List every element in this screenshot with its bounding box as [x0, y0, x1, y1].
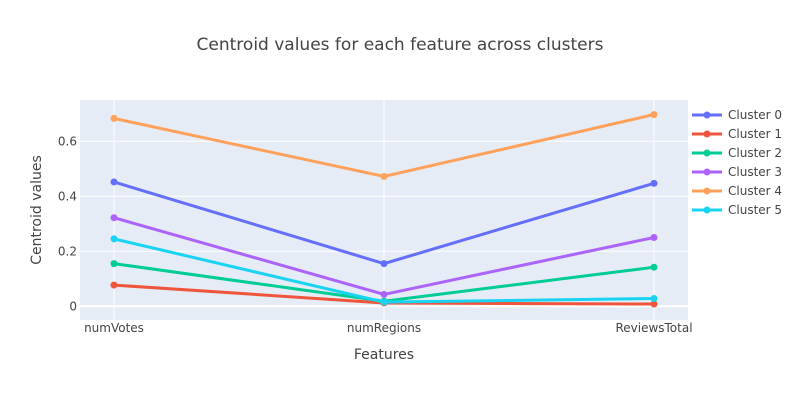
legend-marker-swatch — [703, 111, 711, 119]
x-tick-label: ReviewsTotal — [615, 321, 692, 335]
legend-marker-swatch — [703, 130, 711, 138]
data-point[interactable] — [650, 111, 658, 119]
data-point[interactable] — [110, 114, 118, 122]
data-point[interactable] — [110, 235, 118, 243]
tick-labels: numVotes numRegions ReviewsTotal 0 0.2 0.4 0.6 — [58, 134, 693, 335]
data-point[interactable] — [380, 298, 388, 306]
legend-item[interactable]: Cluster 4 — [692, 184, 782, 198]
x-axis-title: Features — [354, 347, 414, 363]
data-point[interactable] — [110, 214, 118, 222]
chart-title: Centroid values for each feature across … — [197, 35, 604, 55]
legend-marker-swatch — [703, 149, 711, 157]
y-tick-label: 0.6 — [58, 134, 77, 148]
series-layer — [110, 111, 658, 308]
data-point[interactable] — [650, 179, 658, 187]
series-0 — [110, 178, 658, 268]
legend-label: Cluster 2 — [728, 146, 782, 160]
legend-marker-swatch — [703, 206, 711, 214]
data-point[interactable] — [650, 234, 658, 241]
y-tick-label: 0.2 — [58, 244, 77, 258]
legend-item[interactable]: Cluster 0 — [692, 108, 782, 122]
legend[interactable]: Cluster 0 Cluster 1 Cluster 2 Cluster 3 Clus… — [692, 108, 782, 217]
data-point[interactable] — [110, 178, 118, 186]
legend-label: Cluster 3 — [728, 165, 782, 179]
legend-item[interactable]: Cluster 2 — [692, 146, 782, 160]
legend-marker-swatch — [703, 187, 711, 195]
data-point[interactable] — [650, 263, 658, 271]
data-point[interactable] — [110, 281, 118, 289]
data-point[interactable] — [380, 290, 388, 298]
legend-label: Cluster 0 — [728, 108, 782, 122]
series-4 — [110, 111, 658, 180]
data-point[interactable] — [110, 260, 118, 268]
data-point[interactable] — [650, 300, 658, 308]
legend-item[interactable]: Cluster 1 — [692, 127, 782, 141]
legend-label: Cluster 1 — [728, 127, 782, 141]
legend-label: Cluster 5 — [728, 203, 782, 217]
y-tick-label: 0 — [69, 299, 77, 313]
data-point[interactable] — [380, 172, 388, 180]
y-tick-label: 0.4 — [58, 189, 77, 203]
legend-item[interactable]: Cluster 3 — [692, 165, 782, 179]
data-point[interactable] — [380, 260, 388, 268]
series-5 — [110, 235, 658, 306]
x-tick-label: numVotes — [84, 321, 144, 335]
x-tick-label: numRegions — [347, 321, 421, 335]
series-3 — [110, 214, 658, 298]
legend-marker-swatch — [703, 168, 711, 176]
legend-label: Cluster 4 — [728, 184, 782, 198]
legend-item[interactable]: Cluster 5 — [692, 203, 782, 217]
data-point[interactable] — [650, 295, 658, 303]
y-axis-title: Centroid values — [29, 155, 45, 265]
